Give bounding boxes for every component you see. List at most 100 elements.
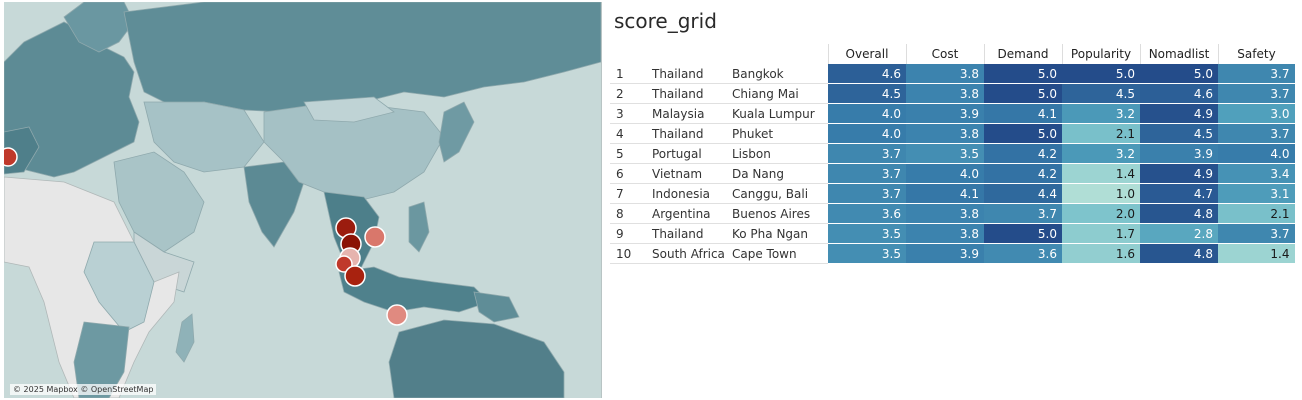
score-cell-demand[interactable]: 4.1 bbox=[984, 103, 1062, 124]
score-cell-safety[interactable]: 3.0 bbox=[1218, 103, 1295, 124]
rank-cell: 2 bbox=[610, 83, 652, 104]
table-row[interactable]: 7 Indonesia Canggu, Bali 3.7 4.1 4.4 1.0 4.7 3.1 bbox=[610, 183, 1295, 204]
city-cell: Cape Town bbox=[732, 243, 828, 264]
table-header-row: Overall Cost Demand Popularity Nomadlist… bbox=[610, 44, 1295, 64]
score-cell-cost[interactable]: 3.8 bbox=[906, 83, 984, 104]
score-cell-overall[interactable]: 4.0 bbox=[828, 123, 906, 144]
new-guinea-landmass bbox=[473, 291, 520, 323]
table-row[interactable]: 2 Thailand Chiang Mai 4.5 3.8 5.0 4.5 4.6 3.7 bbox=[610, 83, 1295, 104]
score-cell-overall[interactable]: 4.5 bbox=[828, 83, 906, 104]
marker-canggu-bali[interactable] bbox=[386, 304, 408, 326]
score-cell-popularity[interactable]: 2.0 bbox=[1062, 203, 1140, 224]
score-cell-overall[interactable]: 4.6 bbox=[828, 64, 906, 84]
column-header-safety[interactable]: Safety bbox=[1217, 44, 1295, 64]
score-cell-overall[interactable]: 4.0 bbox=[828, 103, 906, 124]
map-attribution[interactable]: © 2025 Mapbox © OpenStreetMap bbox=[10, 384, 157, 395]
score-cell-safety[interactable]: 3.7 bbox=[1218, 64, 1295, 84]
map-view[interactable]: © 2025 Mapbox © OpenStreetMap bbox=[4, 2, 602, 398]
score-cell-popularity[interactable]: 3.2 bbox=[1062, 143, 1140, 164]
score-cell-cost[interactable]: 3.8 bbox=[906, 223, 984, 244]
score-cell-nomadlist[interactable]: 4.9 bbox=[1140, 103, 1218, 124]
score-cell-nomadlist[interactable]: 2.8 bbox=[1140, 223, 1218, 244]
column-header-cost[interactable]: Cost bbox=[905, 44, 984, 64]
table-row[interactable]: 4 Thailand Phuket 4.0 3.8 5.0 2.1 4.5 3.7 bbox=[610, 123, 1295, 144]
score-cell-nomadlist[interactable]: 4.5 bbox=[1140, 123, 1218, 144]
score-cell-popularity[interactable]: 1.0 bbox=[1062, 183, 1140, 204]
city-cell: Buenos Aires bbox=[732, 203, 828, 224]
score-cell-demand[interactable]: 5.0 bbox=[984, 64, 1062, 84]
city-cell: Da Nang bbox=[732, 163, 828, 184]
column-header-popularity[interactable]: Popularity bbox=[1061, 44, 1140, 64]
score-cell-demand[interactable]: 5.0 bbox=[984, 223, 1062, 244]
score-cell-cost[interactable]: 3.9 bbox=[906, 243, 984, 264]
table-row[interactable]: 10 South Africa Cape Town 3.5 3.9 3.6 1.6 4.8 1.… bbox=[610, 243, 1295, 264]
marker-lisbon[interactable] bbox=[4, 147, 18, 167]
table-row[interactable]: 5 Portugal Lisbon 3.7 3.5 4.2 3.2 3.9 4.0 bbox=[610, 143, 1295, 164]
score-cell-demand[interactable]: 5.0 bbox=[984, 123, 1062, 144]
score-cell-overall[interactable]: 3.5 bbox=[828, 223, 906, 244]
city-cell: Kuala Lumpur bbox=[732, 103, 828, 124]
table-row[interactable]: 6 Vietnam Da Nang 3.7 4.0 4.2 1.4 4.9 3.4 bbox=[610, 163, 1295, 184]
score-cell-cost[interactable]: 3.9 bbox=[906, 103, 984, 124]
score-cell-overall[interactable]: 3.7 bbox=[828, 163, 906, 184]
score-cell-popularity[interactable]: 1.7 bbox=[1062, 223, 1140, 244]
score-cell-demand[interactable]: 4.2 bbox=[984, 163, 1062, 184]
score-cell-safety[interactable]: 3.4 bbox=[1218, 163, 1295, 184]
score-cell-nomadlist[interactable]: 4.6 bbox=[1140, 83, 1218, 104]
world-map[interactable] bbox=[4, 2, 601, 398]
score-cell-popularity[interactable]: 4.5 bbox=[1062, 83, 1140, 104]
table-row[interactable]: 8 Argentina Buenos Aires 3.6 3.8 3.7 2.0 4.8 2.1 bbox=[610, 203, 1295, 224]
score-cell-nomadlist[interactable]: 4.8 bbox=[1140, 243, 1218, 264]
score-cell-safety[interactable]: 3.1 bbox=[1218, 183, 1295, 204]
score-cell-nomadlist[interactable]: 4.7 bbox=[1140, 183, 1218, 204]
marker-kuala-lumpur[interactable] bbox=[344, 265, 366, 287]
score-cell-cost[interactable]: 3.5 bbox=[906, 143, 984, 164]
score-cell-overall[interactable]: 3.7 bbox=[828, 183, 906, 204]
column-header-overall[interactable]: Overall bbox=[827, 44, 906, 64]
rank-cell: 10 bbox=[610, 243, 652, 264]
score-cell-nomadlist[interactable]: 4.8 bbox=[1140, 203, 1218, 224]
score-cell-cost[interactable]: 3.8 bbox=[906, 203, 984, 224]
score-cell-overall[interactable]: 3.5 bbox=[828, 243, 906, 264]
city-markers[interactable] bbox=[4, 147, 408, 326]
column-header-demand[interactable]: Demand bbox=[983, 44, 1062, 64]
score-cell-nomadlist[interactable]: 5.0 bbox=[1140, 64, 1218, 84]
rank-cell: 6 bbox=[610, 163, 652, 184]
score-cell-safety[interactable]: 4.0 bbox=[1218, 143, 1295, 164]
score-cell-popularity[interactable]: 1.4 bbox=[1062, 163, 1140, 184]
score-cell-safety[interactable]: 2.1 bbox=[1218, 203, 1295, 224]
score-cell-cost[interactable]: 4.1 bbox=[906, 183, 984, 204]
score-cell-cost[interactable]: 4.0 bbox=[906, 163, 984, 184]
score-cell-demand[interactable]: 3.6 bbox=[984, 243, 1062, 264]
score-cell-safety[interactable]: 1.4 bbox=[1218, 243, 1295, 264]
scandinavia-landmass bbox=[63, 2, 135, 53]
score-cell-overall[interactable]: 3.7 bbox=[828, 143, 906, 164]
score-cell-popularity[interactable]: 2.1 bbox=[1062, 123, 1140, 144]
score-cell-demand[interactable]: 5.0 bbox=[984, 83, 1062, 104]
score-cell-demand[interactable]: 4.4 bbox=[984, 183, 1062, 204]
score-cell-popularity[interactable]: 5.0 bbox=[1062, 64, 1140, 84]
score-cell-demand[interactable]: 3.7 bbox=[984, 203, 1062, 224]
rank-cell: 1 bbox=[610, 64, 652, 84]
header-blank bbox=[610, 44, 828, 64]
score-cell-cost[interactable]: 3.8 bbox=[906, 64, 984, 84]
score-cell-cost[interactable]: 3.8 bbox=[906, 123, 984, 144]
score-cell-safety[interactable]: 3.7 bbox=[1218, 83, 1295, 104]
column-header-nomadlist[interactable]: Nomadlist bbox=[1139, 44, 1218, 64]
score-cell-safety[interactable]: 3.7 bbox=[1218, 223, 1295, 244]
score-cell-demand[interactable]: 4.2 bbox=[984, 143, 1062, 164]
score-cell-nomadlist[interactable]: 3.9 bbox=[1140, 143, 1218, 164]
table-row[interactable]: 3 Malaysia Kuala Lumpur 4.0 3.9 4.1 3.2 4.9 3.0 bbox=[610, 103, 1295, 124]
score-cell-popularity[interactable]: 1.6 bbox=[1062, 243, 1140, 264]
table-row[interactable]: 1 Thailand Bangkok 4.6 3.8 5.0 5.0 5.0 3.7 bbox=[610, 64, 1295, 84]
score-cell-overall[interactable]: 3.6 bbox=[828, 203, 906, 224]
city-cell: Canggu, Bali bbox=[732, 183, 828, 204]
east-africa-region bbox=[83, 241, 155, 333]
country-cell: Thailand bbox=[652, 223, 732, 244]
score-cell-safety[interactable]: 3.7 bbox=[1218, 123, 1295, 144]
mongolia-landmass bbox=[303, 96, 395, 123]
score-cell-nomadlist[interactable]: 4.9 bbox=[1140, 163, 1218, 184]
score-cell-popularity[interactable]: 3.2 bbox=[1062, 103, 1140, 124]
marker-da-nang[interactable] bbox=[364, 226, 386, 248]
table-row[interactable]: 9 Thailand Ko Pha Ngan 3.5 3.8 5.0 1.7 2.8 3.7 bbox=[610, 223, 1295, 244]
